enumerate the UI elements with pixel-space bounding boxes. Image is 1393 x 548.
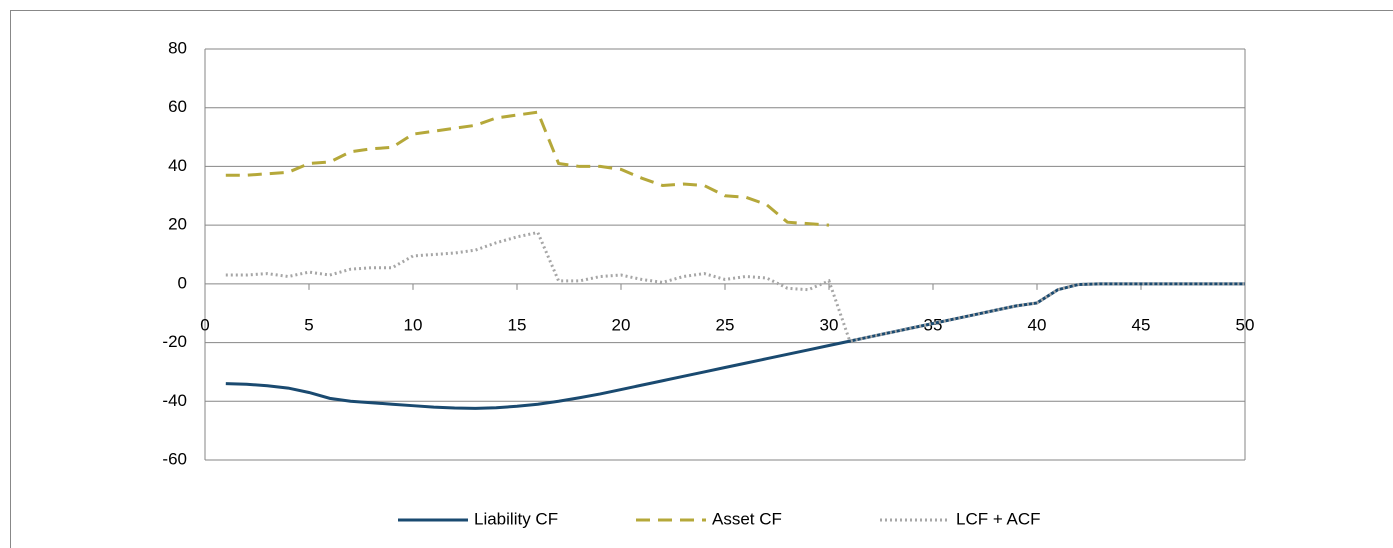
x-tick-label: 40	[1028, 315, 1047, 334]
series-line	[225, 110, 830, 227]
y-tick-label: -40	[162, 391, 187, 410]
x-tick-label: 50	[1236, 315, 1255, 334]
y-tick-label: 20	[168, 215, 187, 234]
x-tick-label: 20	[612, 315, 631, 334]
y-tick-label: 0	[178, 273, 187, 292]
chart-frame	[10, 10, 1393, 548]
x-tick-label: 15	[508, 315, 527, 334]
legend-label: LCF + ACF	[956, 509, 1041, 528]
x-tick-label: 0	[200, 315, 209, 334]
x-tick-label: 25	[716, 315, 735, 334]
legend-label: Liability CF	[474, 509, 558, 528]
y-tick-label: -20	[162, 332, 187, 351]
legend-label: Asset CF	[712, 509, 782, 528]
x-tick-label: 10	[404, 315, 423, 334]
y-tick-label: 40	[168, 156, 187, 175]
y-tick-label: 80	[168, 38, 187, 57]
series-line	[225, 282, 1245, 410]
y-tick-label: 60	[168, 97, 187, 116]
x-tick-label: 45	[1132, 315, 1151, 334]
x-tick-label: 30	[820, 315, 839, 334]
x-tick-label: 5	[304, 315, 313, 334]
series-line	[225, 230, 1245, 343]
y-tick-label: -60	[162, 449, 187, 468]
